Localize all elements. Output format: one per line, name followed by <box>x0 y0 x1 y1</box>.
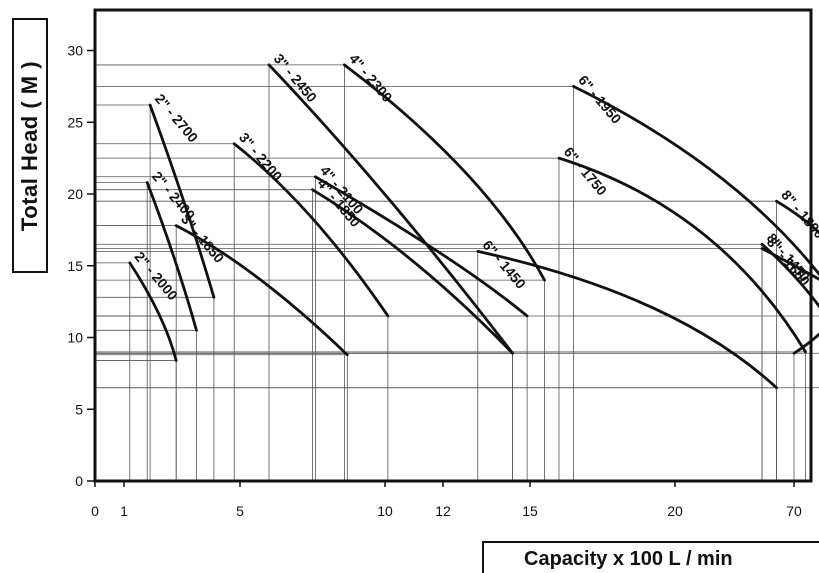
pump-curves <box>128 63 819 390</box>
curve-label: 6" - 1750 <box>561 144 611 199</box>
curve-label: 8" - 1650 <box>764 234 814 289</box>
y-tick-label: 30 <box>67 43 83 59</box>
curve <box>557 156 807 354</box>
curve <box>314 175 529 318</box>
x-tick-label: 20 <box>667 503 683 519</box>
curve-label: 2" - 2700 <box>152 91 202 146</box>
y-axis: 0 5 10 15 20 25 30 <box>67 43 95 489</box>
curve <box>174 224 349 357</box>
curve <box>148 103 216 299</box>
y-tick-label: 10 <box>67 330 83 346</box>
x-tick-label: 10 <box>377 503 393 519</box>
y-tick-label: 0 <box>75 473 83 489</box>
x-axis: 0 1 5 10 12 15 20 70 <box>91 481 802 519</box>
curve <box>232 142 390 318</box>
curve-label: 4" - 2300 <box>346 50 396 105</box>
x-tick-label: 0 <box>91 503 99 519</box>
curve-label: 3" - 2200 <box>236 129 286 184</box>
y-tick-label: 25 <box>67 114 83 130</box>
curve <box>343 63 546 282</box>
y-axis-title: Total Head ( M ) <box>17 60 42 231</box>
curve <box>267 63 514 355</box>
curve <box>775 199 819 355</box>
x-tick-label: 1 <box>120 503 128 519</box>
curve <box>311 188 514 355</box>
drop-lines <box>95 64 819 481</box>
y-tick-label: 20 <box>67 186 83 202</box>
y-tick-label: 5 <box>75 401 83 417</box>
curve <box>476 250 778 390</box>
curve <box>572 84 819 277</box>
x-axis-title-box: Capacity x 100 L / min <box>482 541 819 573</box>
x-tick-label: 15 <box>522 503 538 519</box>
plot-frame <box>93 8 813 483</box>
x-tick-label: 12 <box>435 503 451 519</box>
x-tick-label: 5 <box>236 503 244 519</box>
y-tick-label: 15 <box>67 258 83 274</box>
y-axis-title-box: Total Head ( M ) <box>12 18 48 273</box>
x-tick-label: 70 <box>786 503 802 519</box>
x-axis-title: Capacity x 100 L / min <box>524 548 733 570</box>
curve-label: 3" - 2450 <box>271 50 321 105</box>
curve <box>760 242 819 309</box>
curve <box>760 247 819 281</box>
curve <box>128 261 178 362</box>
curve-label: 6" - 1950 <box>575 72 625 127</box>
curve <box>145 181 198 332</box>
